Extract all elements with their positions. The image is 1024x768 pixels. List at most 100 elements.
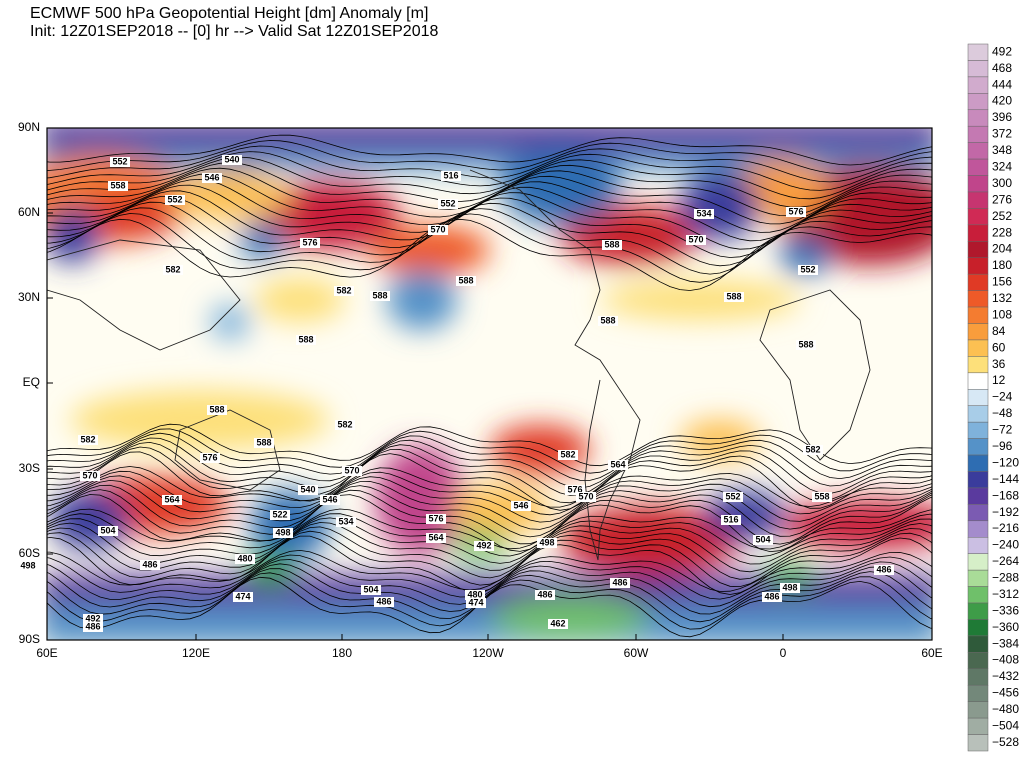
contour-label-bg <box>812 492 832 502</box>
subtitle: Init: 12Z01SEP2018 -- [0] hr --> Valid S… <box>30 23 438 40</box>
map-frame <box>46 127 933 641</box>
contour-line <box>47 151 932 191</box>
contour-label: 546 <box>322 494 337 504</box>
colorbar-label: 348 <box>992 143 1012 157</box>
contour-label-bg <box>723 492 743 502</box>
colorbar-label: 108 <box>992 307 1012 321</box>
colorbar-swatch <box>967 717 989 735</box>
contour-label: 564 <box>610 459 625 469</box>
colorbar-label: −336 <box>992 603 1019 617</box>
contour-label: 498 <box>539 537 554 547</box>
contour-label-bg <box>78 435 98 445</box>
colorbar-label: −48 <box>992 406 1013 420</box>
colorbar-label: 180 <box>992 258 1012 272</box>
colorbar-swatch <box>967 290 989 308</box>
contour-label: 486 <box>537 589 552 599</box>
contour-label: 582 <box>165 264 180 274</box>
colorbar-swatch <box>967 43 989 61</box>
lon-label: 0 <box>780 646 787 660</box>
colorbar-label: 300 <box>992 176 1012 190</box>
colorbar-swatch <box>967 175 989 193</box>
contour-label-bg <box>428 225 448 235</box>
colorbar-swatch <box>967 537 989 554</box>
contour-label-bg <box>535 590 555 600</box>
contour-label-bg <box>874 565 894 575</box>
colorbar-swatch <box>967 191 989 209</box>
colorbar-label: −432 <box>992 669 1019 683</box>
contour-label: 576 <box>567 484 582 494</box>
contour-label-bg <box>753 535 773 545</box>
colorbar-label: −264 <box>992 554 1019 568</box>
colorbar-swatch <box>967 125 989 143</box>
contour-label-bg <box>438 199 458 209</box>
colorbar-swatch <box>967 208 989 226</box>
colorbar-label: 132 <box>992 291 1012 305</box>
colorbar-swatch <box>967 635 989 653</box>
contour-label: 552 <box>725 491 740 501</box>
contour-label: 546 <box>513 500 528 510</box>
contour-label-bg <box>163 265 183 275</box>
colorbar-swatch <box>967 734 989 752</box>
colorbar-label: −96 <box>992 439 1013 453</box>
colorbar-label: −360 <box>992 620 1019 634</box>
contour-label-bg <box>80 471 100 481</box>
colorbar-label: 444 <box>992 77 1012 91</box>
contour-label: 486 <box>876 564 891 574</box>
lat-label: 60N <box>18 205 40 219</box>
lat-label: 60S <box>19 546 40 560</box>
colorbar-label: −288 <box>992 571 1019 585</box>
contour-line <box>47 207 932 275</box>
contour-label-bg <box>686 235 706 245</box>
contour-label: 588 <box>298 334 313 344</box>
lon-label: 60E <box>921 646 942 660</box>
colorbar-swatch <box>967 93 989 111</box>
contour-line <box>47 441 932 496</box>
contour-label-bg <box>18 561 38 571</box>
colorbar-label: 396 <box>992 110 1012 124</box>
contour-label: 480 <box>467 589 482 599</box>
contour-label-bg <box>140 560 160 570</box>
contour-label: 486 <box>142 559 157 569</box>
contour-line <box>47 484 932 538</box>
contour-label-bg <box>342 466 362 476</box>
colorbar-label: 228 <box>992 225 1012 239</box>
colorbar-swatch <box>967 60 989 78</box>
contour-label-bg <box>320 495 340 505</box>
lon-label: 120W <box>472 646 504 660</box>
contour-line <box>47 517 932 565</box>
contour-label-bg <box>465 590 485 600</box>
contour-label-bg <box>254 438 274 448</box>
colorbar-swatch <box>967 306 989 324</box>
lon-label: 120E <box>182 646 210 660</box>
contour-line <box>47 526 932 580</box>
colorbar-label: 420 <box>992 94 1012 108</box>
contour-line <box>47 513 932 558</box>
contour-label: 516 <box>723 514 738 524</box>
contour-label-bg <box>222 155 242 165</box>
contour-label: 558 <box>814 491 829 501</box>
contour-label-bg <box>721 515 741 525</box>
colorbar-swatch <box>967 652 989 670</box>
colorbar-swatch <box>967 142 989 160</box>
contour-label: 534 <box>338 516 353 526</box>
contour-line <box>47 451 932 511</box>
contour-line <box>47 554 932 600</box>
contour-label: 474 <box>235 591 250 601</box>
contour-label-bg <box>200 453 220 463</box>
contour-label-bg <box>798 265 818 275</box>
contour-label: 588 <box>256 437 271 447</box>
colorbar-swatch <box>967 471 989 489</box>
colorbar-swatch <box>967 421 989 439</box>
colorbar-swatch <box>967 323 989 341</box>
contour-line <box>47 489 932 545</box>
colorbar-swatch <box>967 619 989 637</box>
colorbar-swatch <box>967 241 989 258</box>
contour-label: 588 <box>372 290 387 300</box>
contour-label-bg <box>370 291 390 301</box>
contour-label-bg <box>335 420 355 430</box>
contour-label-bg <box>300 238 320 248</box>
contour-label: 558 <box>110 180 125 190</box>
contour-label: 564 <box>164 494 179 504</box>
contour-label: 570 <box>344 465 359 475</box>
